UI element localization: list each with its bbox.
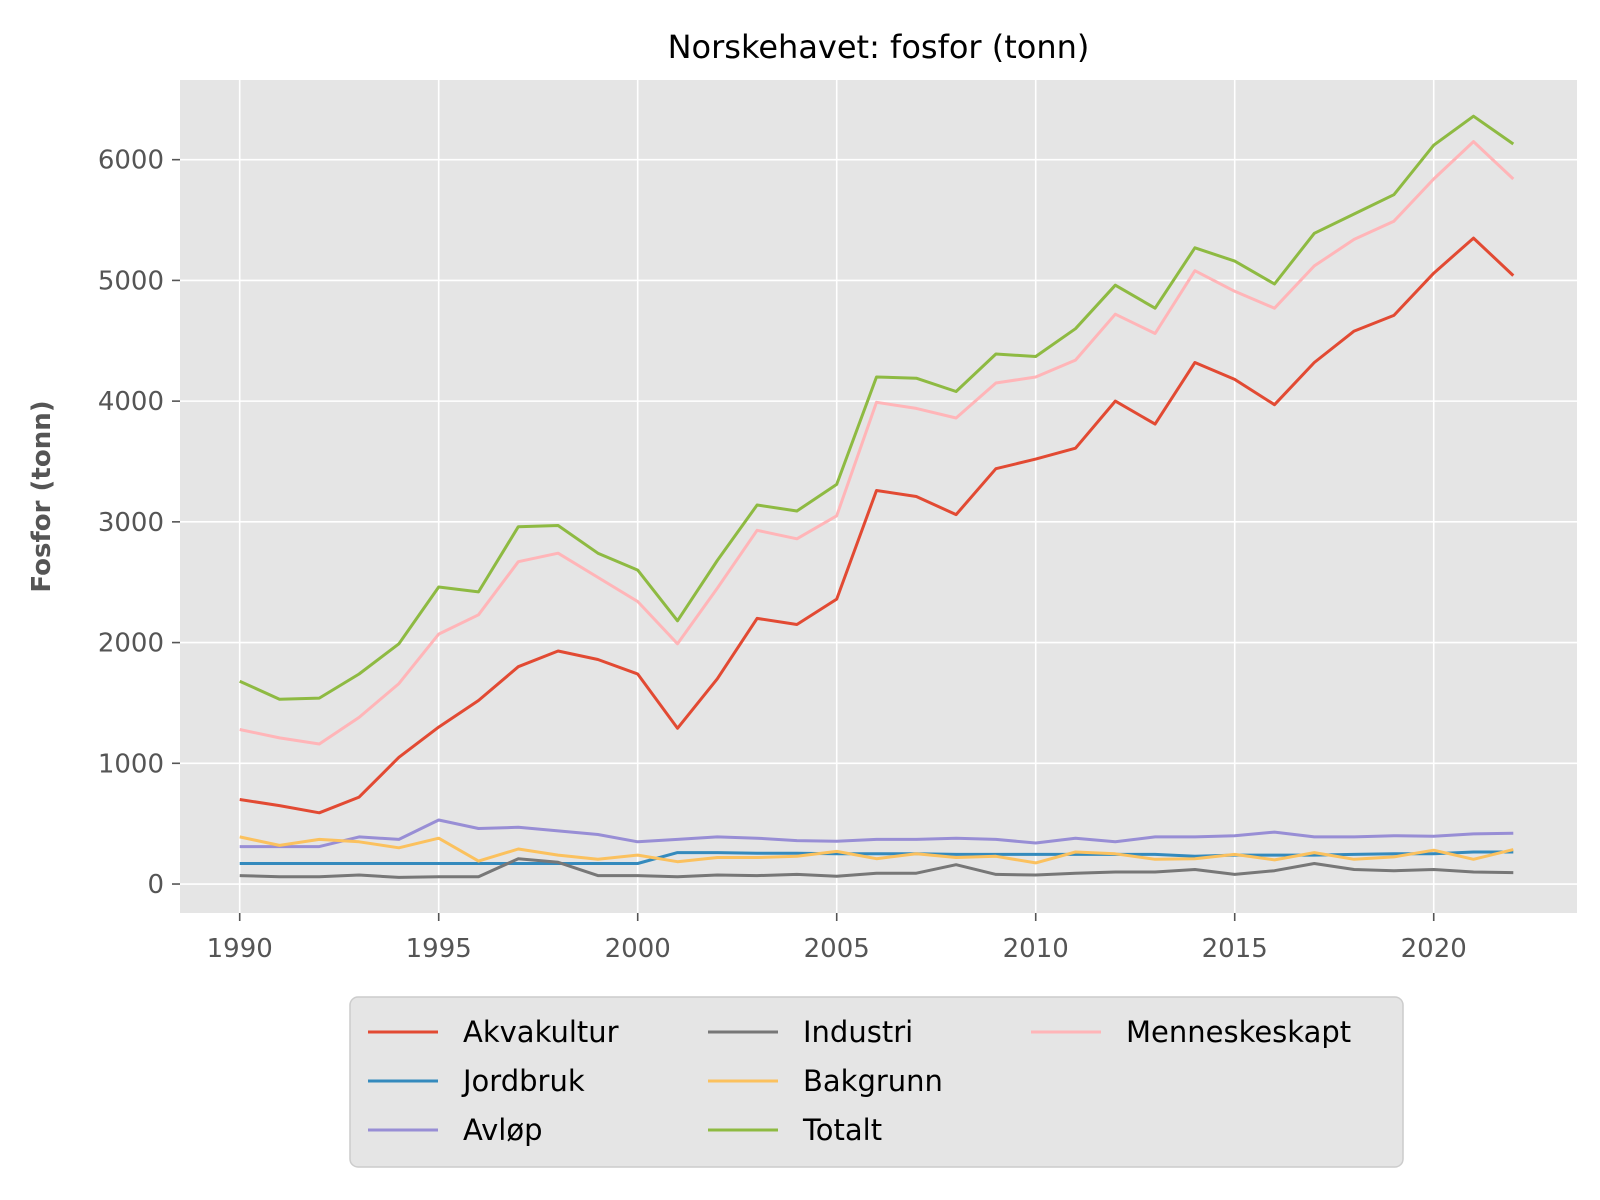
legend-label: Totalt <box>802 1113 882 1147</box>
x-tick-label: 2000 <box>605 934 671 964</box>
y-tick-label: 5000 <box>98 266 164 296</box>
x-tick-label: 2005 <box>804 934 870 964</box>
legend-label: Avløp <box>463 1113 543 1147</box>
plot-background <box>180 80 1577 913</box>
y-tick-label: 6000 <box>98 146 164 176</box>
series-line-industri <box>239 857 1514 879</box>
y-axis: 0 1000 2000 3000 4000 5000 6000 <box>98 146 180 900</box>
y-tick-label: 0 <box>147 870 164 900</box>
y-tick-label: 2000 <box>98 629 164 659</box>
series-lines <box>239 114 1515 879</box>
legend: Akvakultur Jordbruk Avløp Industri Bakgrunn T… <box>349 996 1404 1168</box>
series-line-avl-p <box>239 818 1514 849</box>
x-tick-label: 2015 <box>1202 934 1268 964</box>
series-line-akvakultur <box>239 236 1515 815</box>
x-tick-label: 1990 <box>207 934 273 964</box>
y-axis-label: Fosfor (tonn) <box>27 400 57 592</box>
x-tick-label: 2010 <box>1003 934 1069 964</box>
series-line-menneskeskapt <box>239 140 1515 746</box>
series-line-bakgrunn <box>239 835 1514 865</box>
legend-box <box>349 996 1404 1168</box>
legend-label: Jordbruk <box>461 1064 585 1098</box>
y-tick-label: 3000 <box>98 508 164 538</box>
y-tick-label: 1000 <box>98 749 164 779</box>
x-tick-label: 1995 <box>406 934 472 964</box>
x-axis: 1990 1995 2000 2005 2010 2015 2020 <box>207 913 1467 964</box>
x-tick-label: 2020 <box>1401 934 1467 964</box>
legend-label: Bakgrunn <box>803 1064 943 1098</box>
y-tick-label: 4000 <box>98 387 164 417</box>
legend-label: Industri <box>803 1015 913 1049</box>
chart-title: Norskehavet: fosfor (tonn) <box>668 28 1090 66</box>
legend-label: Akvakultur <box>463 1015 619 1049</box>
legend-label: Menneskeskapt <box>1126 1015 1351 1049</box>
series-line-totalt <box>239 114 1515 701</box>
